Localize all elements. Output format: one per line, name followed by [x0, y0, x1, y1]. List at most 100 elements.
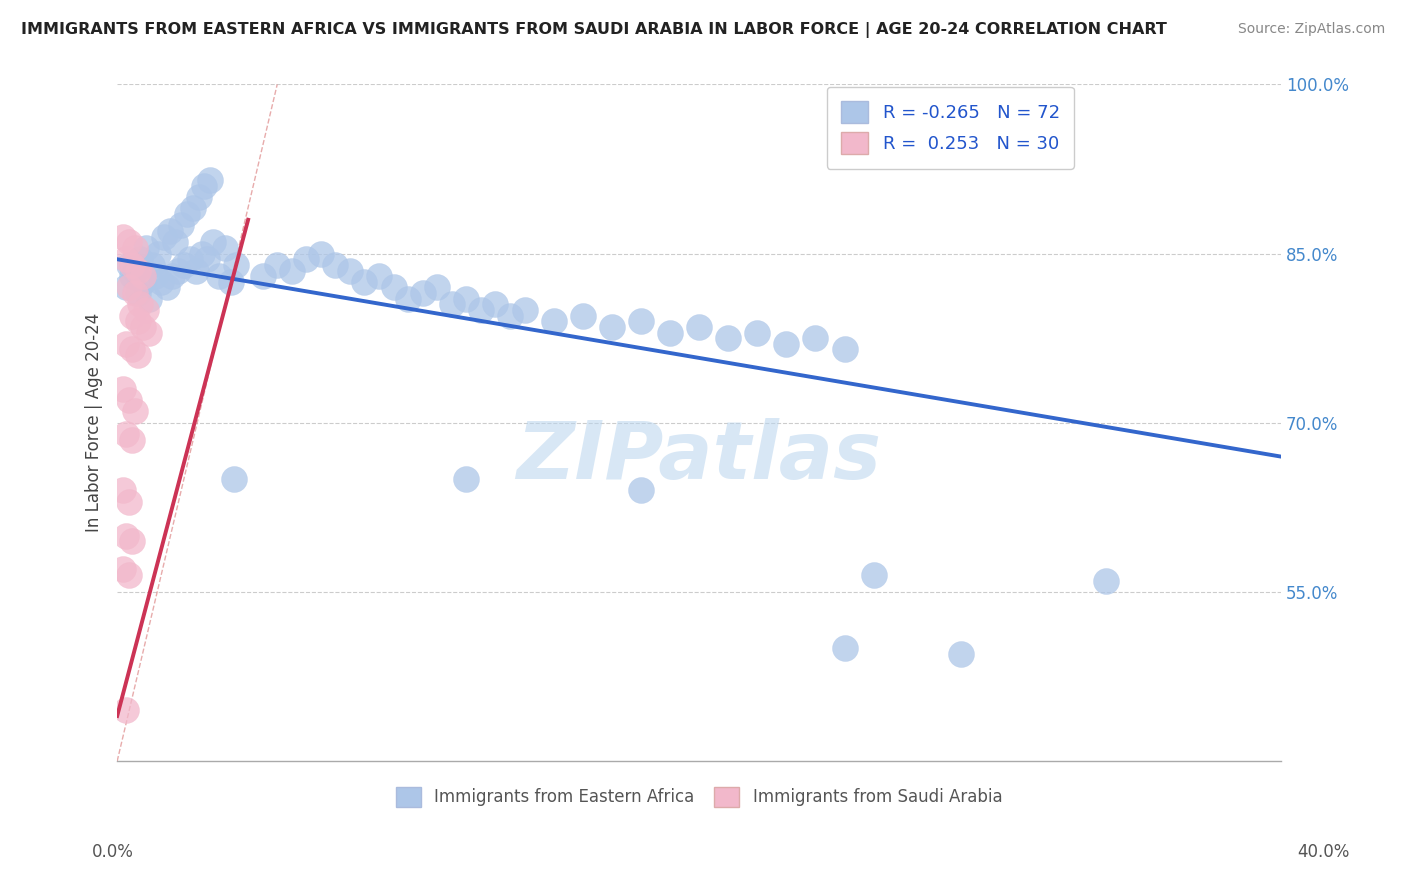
- Point: [862, 568, 884, 582]
- Point: [190, 246, 212, 260]
- Point: [111, 229, 134, 244]
- Point: [184, 263, 207, 277]
- Point: [129, 297, 152, 311]
- Point: [202, 235, 225, 250]
- Point: [571, 309, 593, 323]
- Point: [804, 331, 827, 345]
- Point: [129, 252, 152, 267]
- Point: [173, 258, 195, 272]
- Point: [121, 258, 143, 272]
- Point: [124, 286, 146, 301]
- Point: [118, 568, 141, 582]
- Point: [181, 202, 204, 216]
- Point: [659, 326, 682, 340]
- Point: [747, 326, 769, 340]
- Point: [688, 319, 710, 334]
- Point: [132, 319, 155, 334]
- Point: [156, 280, 179, 294]
- Point: [124, 241, 146, 255]
- Point: [162, 269, 184, 284]
- Point: [138, 326, 160, 340]
- Point: [141, 258, 163, 272]
- Point: [132, 275, 155, 289]
- Point: [159, 224, 181, 238]
- Point: [484, 297, 506, 311]
- Point: [200, 173, 222, 187]
- Point: [499, 309, 522, 323]
- Text: IMMIGRANTS FROM EASTERN AFRICA VS IMMIGRANTS FROM SAUDI ARABIA IN LABOR FORCE | : IMMIGRANTS FROM EASTERN AFRICA VS IMMIGR…: [21, 22, 1167, 38]
- Point: [111, 562, 134, 576]
- Point: [382, 280, 405, 294]
- Point: [115, 252, 138, 267]
- Point: [187, 190, 209, 204]
- Point: [339, 263, 361, 277]
- Point: [165, 235, 187, 250]
- Point: [124, 404, 146, 418]
- Point: [208, 269, 231, 284]
- Point: [111, 382, 134, 396]
- Point: [266, 258, 288, 272]
- Point: [115, 336, 138, 351]
- Point: [149, 275, 172, 289]
- Point: [127, 263, 149, 277]
- Point: [214, 241, 236, 255]
- Point: [949, 647, 972, 661]
- Point: [353, 275, 375, 289]
- Point: [115, 703, 138, 717]
- Point: [456, 292, 478, 306]
- Point: [219, 275, 242, 289]
- Point: [630, 483, 652, 498]
- Point: [111, 483, 134, 498]
- Point: [281, 263, 304, 277]
- Point: [121, 534, 143, 549]
- Point: [176, 207, 198, 221]
- Point: [132, 269, 155, 284]
- Point: [834, 641, 856, 656]
- Point: [152, 229, 174, 244]
- Point: [118, 494, 141, 508]
- Point: [118, 235, 141, 250]
- Point: [121, 309, 143, 323]
- Point: [775, 336, 797, 351]
- Point: [115, 280, 138, 294]
- Point: [325, 258, 347, 272]
- Legend: Immigrants from Eastern Africa, Immigrants from Saudi Arabia: Immigrants from Eastern Africa, Immigran…: [389, 780, 1010, 814]
- Point: [135, 241, 157, 255]
- Point: [456, 472, 478, 486]
- Point: [834, 343, 856, 357]
- Point: [135, 303, 157, 318]
- Point: [115, 427, 138, 442]
- Point: [124, 263, 146, 277]
- Point: [1095, 574, 1118, 588]
- Point: [146, 246, 169, 260]
- Point: [222, 472, 245, 486]
- Point: [470, 303, 492, 318]
- Point: [396, 292, 419, 306]
- Point: [225, 258, 247, 272]
- Point: [412, 286, 434, 301]
- Point: [295, 252, 318, 267]
- Point: [118, 280, 141, 294]
- Point: [717, 331, 740, 345]
- Point: [368, 269, 391, 284]
- Point: [118, 258, 141, 272]
- Point: [179, 252, 201, 267]
- Point: [121, 343, 143, 357]
- Point: [543, 314, 565, 328]
- Text: Source: ZipAtlas.com: Source: ZipAtlas.com: [1237, 22, 1385, 37]
- Point: [252, 269, 274, 284]
- Point: [167, 263, 190, 277]
- Point: [170, 219, 193, 233]
- Point: [193, 178, 215, 193]
- Y-axis label: In Labor Force | Age 20-24: In Labor Force | Age 20-24: [86, 313, 103, 533]
- Point: [143, 269, 166, 284]
- Text: ZIPatlas: ZIPatlas: [516, 417, 882, 496]
- Point: [630, 314, 652, 328]
- Point: [127, 348, 149, 362]
- Point: [118, 393, 141, 408]
- Point: [115, 528, 138, 542]
- Point: [426, 280, 449, 294]
- Point: [127, 286, 149, 301]
- Point: [127, 314, 149, 328]
- Point: [195, 252, 218, 267]
